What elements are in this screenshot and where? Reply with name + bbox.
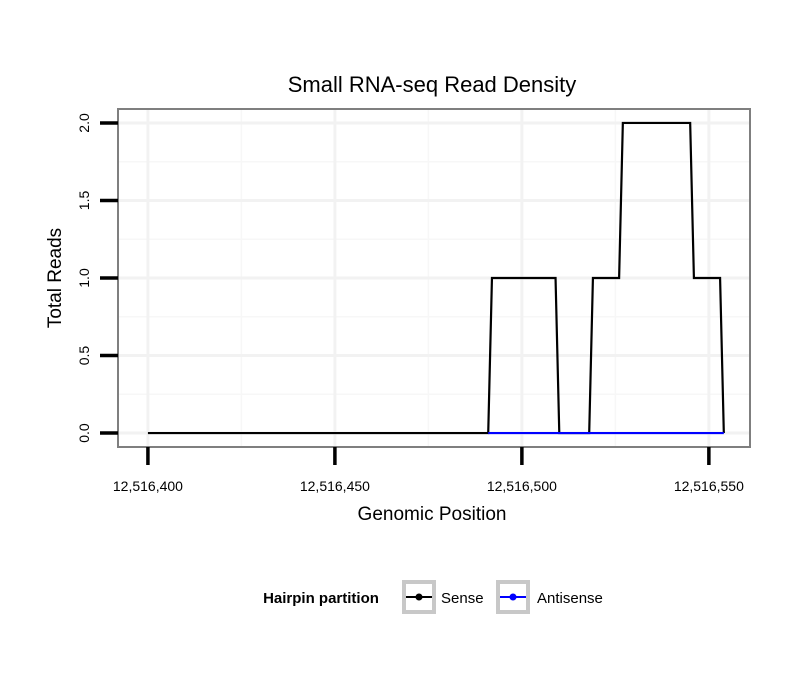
x-tick-label: 12,516,400 xyxy=(113,478,183,494)
x-tick-label: 12,516,550 xyxy=(674,478,744,494)
y-tick-label: 1.0 xyxy=(76,268,92,288)
legend: Hairpin partition Sense Antisense xyxy=(263,580,603,614)
series-line-sense xyxy=(147,121,725,435)
legend-label-antisense: Antisense xyxy=(537,590,603,607)
chart-title: Small RNA-seq Read Density xyxy=(288,72,577,97)
legend-marker-antisense xyxy=(509,593,517,601)
y-tick-label: 0.0 xyxy=(76,423,92,443)
x-tick-label: 12,516,500 xyxy=(487,478,557,494)
legend-marker-sense xyxy=(415,593,423,601)
y-tick-label: 1.5 xyxy=(76,191,92,211)
x-tick-label: 12,516,450 xyxy=(300,478,370,494)
legend-title: Hairpin partition xyxy=(263,590,379,607)
series-lines xyxy=(147,121,725,435)
y-axis: 0.0 0.5 1.0 1.5 2.0 xyxy=(76,113,118,443)
y-tick-label: 0.5 xyxy=(76,346,92,366)
legend-label-sense: Sense xyxy=(441,590,484,607)
legend-item-antisense: Antisense xyxy=(496,580,603,614)
x-axis: 12,516,400 12,516,450 12,516,500 12,516,550 xyxy=(113,447,744,494)
y-axis-label: Total Reads xyxy=(45,228,66,328)
x-axis-label: Genomic Position xyxy=(358,504,507,525)
y-tick-label: 2.0 xyxy=(76,113,92,133)
legend-item-sense: Sense xyxy=(402,580,484,614)
plot-panel xyxy=(117,108,751,448)
